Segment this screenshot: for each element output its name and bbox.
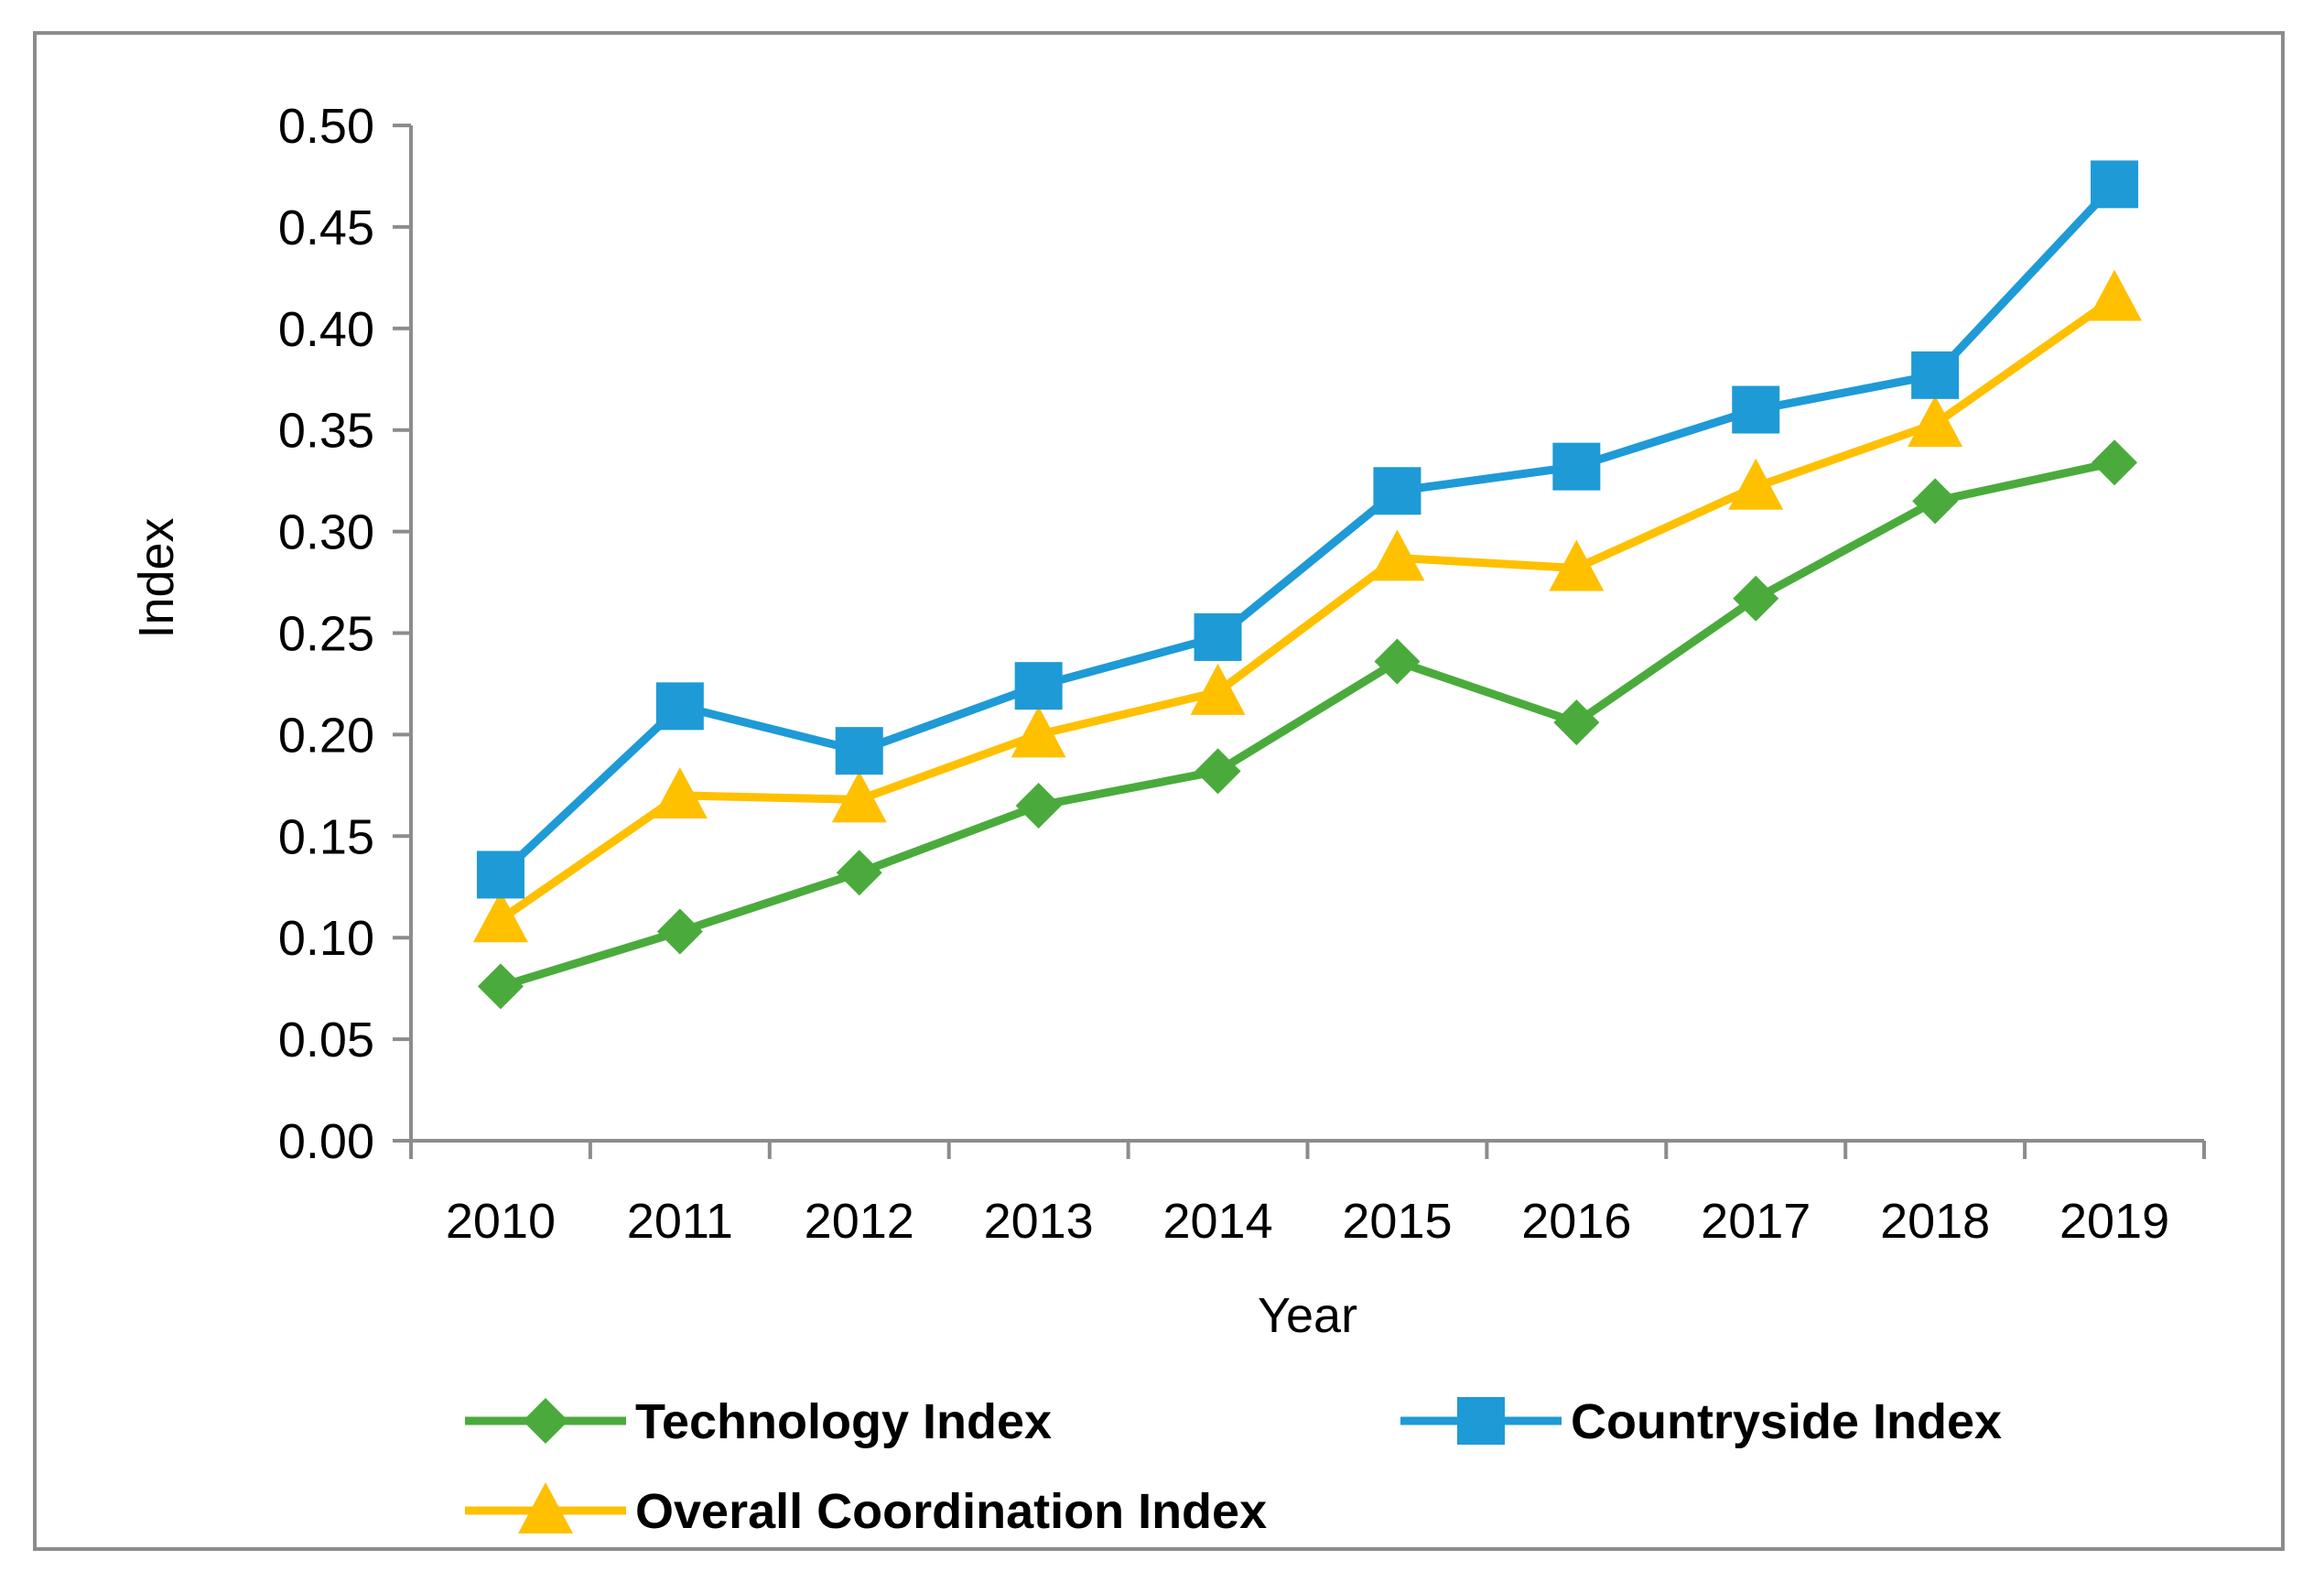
x-tick-label: 2014 (1162, 1194, 1272, 1249)
data-point (1728, 458, 1784, 510)
data-point (477, 963, 524, 1010)
series-group (472, 160, 2143, 1010)
y-tick-label: 0.00 (278, 1114, 374, 1169)
chart-frame (33, 31, 2285, 1551)
data-point (1011, 706, 1066, 758)
y-tick-label: 0.05 (278, 1013, 374, 1067)
series-technology-index (477, 439, 2138, 1010)
legend-marker (1457, 1397, 1505, 1445)
series-line (497, 181, 2118, 878)
data-point (1553, 699, 1600, 746)
y-tick-label: 0.45 (278, 200, 374, 255)
data-point (836, 850, 882, 896)
x-tick-label: 2017 (1701, 1194, 1811, 1249)
y-tick-label: 0.10 (278, 911, 374, 966)
x-tick-label: 2016 (1521, 1194, 1631, 1249)
x-tick-label: 2012 (805, 1194, 914, 1249)
data-point (1912, 478, 1959, 525)
legend-marker (523, 1398, 568, 1444)
x-axis-title: Year (1258, 1288, 1357, 1343)
data-point (1732, 385, 1780, 434)
series-countryside-index (476, 160, 2139, 899)
series-line (499, 458, 2115, 991)
data-point (656, 908, 703, 955)
legend-entry: Technology Index (465, 1394, 1052, 1449)
data-point (2087, 269, 2143, 321)
y-axis-title: Index (129, 517, 184, 638)
data-point (476, 851, 524, 899)
legend-label: Technology Index (635, 1394, 1052, 1449)
series-overall-coordination-index (472, 269, 2143, 943)
x-tick-label: 2018 (1880, 1194, 1990, 1249)
axes (409, 125, 2204, 1143)
x-tick-label: 2019 (2059, 1194, 2169, 1249)
y-tick-label: 0.15 (278, 809, 374, 864)
x-tick-label: 2015 (1342, 1194, 1452, 1249)
y-tick-label: 0.30 (278, 505, 374, 560)
data-point (1552, 442, 1601, 491)
y-tick-label: 0.40 (278, 302, 374, 357)
data-point (1911, 351, 1960, 399)
data-point (1374, 638, 1421, 685)
data-point (2092, 439, 2138, 486)
data-point (655, 682, 704, 731)
data-point (2091, 160, 2139, 209)
legend-entry: Overall Coordination Index (465, 1482, 1267, 1539)
legend: Technology Index Countryside Index Overall… (465, 1394, 2002, 1539)
y-tick-label: 0.20 (278, 708, 374, 763)
data-point (831, 771, 887, 823)
data-point (1908, 396, 1963, 448)
series-line (498, 294, 2117, 923)
data-point (835, 727, 883, 775)
x-tick-label: 2013 (984, 1194, 1094, 1249)
data-point (1369, 529, 1425, 581)
legend-marker (518, 1482, 573, 1533)
legend-entry: Countryside Index (1400, 1394, 2002, 1449)
data-point (1190, 663, 1246, 715)
data-point (1733, 575, 1779, 622)
data-point (1194, 748, 1241, 795)
data-point (1373, 467, 1421, 515)
data-point (1194, 612, 1242, 661)
data-point (1549, 539, 1605, 591)
x-tick-label: 2010 (446, 1194, 556, 1249)
x-axis-ticks: 2010 2011 2012 2013 2014 2015 2016 2017 2018 2019 (409, 1141, 2206, 1249)
data-point (1015, 783, 1062, 829)
x-tick-label: 2011 (627, 1194, 733, 1249)
data-point (472, 891, 528, 943)
y-tick-label: 0.25 (278, 607, 374, 662)
data-point (652, 766, 708, 818)
y-tick-label: 0.50 (278, 99, 374, 154)
legend-label: Countryside Index (1571, 1394, 2002, 1449)
y-axis-ticks: 0.00 0.05 0.10 0.15 0.20 0.25 0.30 0.35 0.40 0.45… (278, 99, 411, 1169)
y-tick-label: 0.35 (278, 404, 374, 459)
data-point (1014, 662, 1063, 710)
legend-label: Overall Coordination Index (635, 1484, 1267, 1539)
